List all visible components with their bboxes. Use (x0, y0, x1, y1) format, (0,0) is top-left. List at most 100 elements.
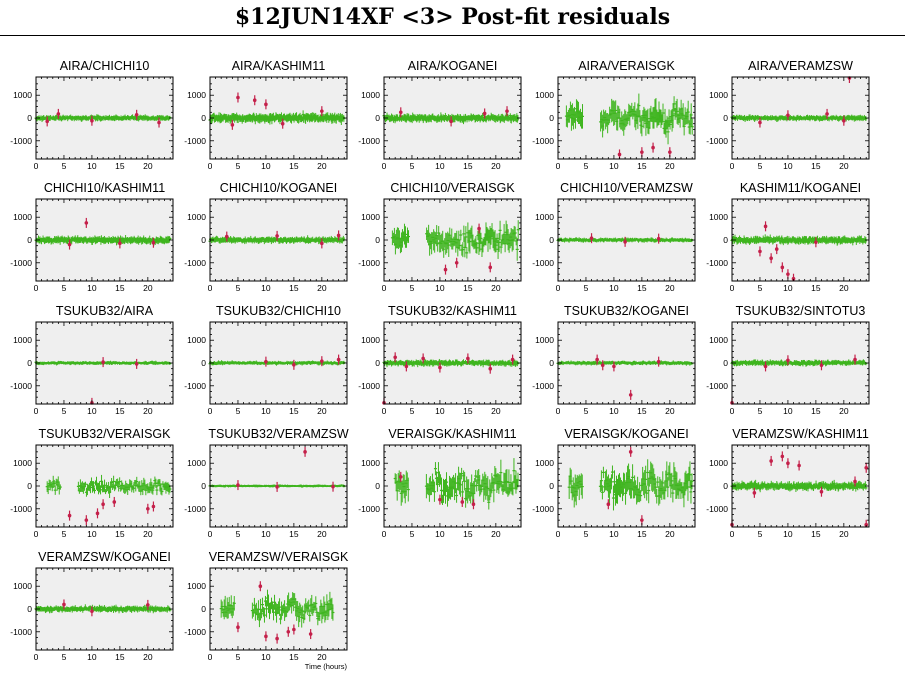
flagged-point (264, 102, 268, 107)
flagged-point (640, 150, 644, 154)
x-tick-label: 20 (317, 161, 327, 171)
flagged-point (118, 241, 122, 246)
y-tick-label: 1000 (13, 212, 32, 222)
x-tick-label: 10 (87, 283, 97, 293)
flagged-point (90, 118, 94, 123)
panel-title: AIRA/CHICHI10 (60, 59, 150, 73)
x-tick-label: 20 (491, 161, 501, 171)
flagged-point (825, 112, 829, 116)
baseline-panel: AIRA/VERAISGK 0 5 10 15 20 1000 0 -1000 (532, 59, 696, 171)
flagged-point (758, 120, 762, 125)
panel-title: CHICHI10/KOGANEI (220, 181, 337, 195)
flagged-point (617, 152, 622, 157)
residual-points (34, 114, 172, 123)
y-tick-label: -1000 (532, 136, 554, 146)
flagged-point (668, 150, 672, 154)
x-tick-label: 0 (208, 161, 213, 171)
flagged-point (275, 234, 279, 238)
x-tick-label: 5 (584, 161, 589, 171)
x-tick-label: 10 (783, 161, 793, 171)
x-tick-label: 20 (317, 283, 327, 293)
x-tick-label: 5 (236, 283, 241, 293)
y-tick-label: -1000 (10, 258, 32, 268)
x-tick-label: 0 (208, 283, 213, 293)
flagged-point (842, 118, 846, 123)
flagged-point (651, 145, 655, 150)
baseline-panel: AIRA/VERAMZSW 0 5 10 15 20 1000 0 -1000 (706, 59, 870, 171)
flagged-point (488, 265, 493, 270)
flagged-point (454, 260, 459, 265)
flagged-point (336, 233, 341, 238)
y-tick-label: 1000 (361, 212, 380, 222)
x-tick-label: 5 (62, 161, 67, 171)
flagged-point (320, 109, 324, 113)
flagged-point (656, 236, 661, 241)
y-tick-label: 0 (375, 235, 380, 245)
y-tick-label: 1000 (709, 90, 728, 100)
x-tick-label: 20 (839, 161, 849, 171)
flagged-point (252, 98, 257, 103)
y-tick-label: 0 (201, 235, 206, 245)
flagged-point (589, 236, 594, 240)
panel-title: AIRA/KOGANEI (408, 59, 498, 73)
y-tick-label: 0 (375, 113, 380, 123)
y-tick-label: 1000 (361, 90, 380, 100)
x-tick-label: 0 (556, 161, 561, 171)
x-tick-label: 10 (261, 283, 271, 293)
x-tick-label: 10 (261, 161, 271, 171)
flagged-point (151, 240, 156, 245)
flagged-point (443, 267, 448, 272)
panel-title: AIRA/VERAISGK (578, 59, 675, 73)
residual-points (208, 235, 346, 245)
x-tick-label: 15 (289, 283, 299, 293)
y-tick-label: 0 (201, 113, 206, 123)
y-tick-label: -1000 (358, 136, 380, 146)
x-tick-label: 20 (143, 161, 153, 171)
flagged-point (157, 120, 161, 125)
y-tick-label: 0 (27, 113, 32, 123)
baseline-panel: CHICHI10/KASHIM11 0 5 10 15 20 1000 0 -1000 (10, 181, 174, 293)
x-tick-label: 20 (665, 161, 675, 171)
x-tick-label: 20 (491, 283, 501, 293)
x-tick-label: 0 (34, 161, 39, 171)
x-tick-label: 0 (382, 161, 387, 171)
x-tick-label: 5 (62, 283, 67, 293)
residual-points (34, 235, 172, 246)
y-tick-label: -1000 (184, 136, 206, 146)
residual-points (390, 220, 520, 261)
flagged-point (84, 221, 89, 225)
page-title: $12JUN14XF <3> Post-fit residuals (0, 4, 905, 30)
panel-title: CHICHI10/KASHIM11 (44, 181, 165, 195)
y-tick-label: 1000 (187, 212, 206, 222)
x-tick-label: 5 (410, 283, 415, 293)
y-tick-label: -1000 (706, 136, 728, 146)
flagged-point (320, 241, 324, 246)
x-tick-label: 10 (87, 161, 97, 171)
x-tick-label: 10 (435, 161, 445, 171)
x-tick-label: 10 (435, 283, 445, 293)
flagged-point (230, 123, 235, 127)
flagged-point (449, 119, 453, 124)
x-tick-label: 0 (382, 283, 387, 293)
y-tick-label: 1000 (535, 90, 554, 100)
x-tick-label: 20 (143, 283, 153, 293)
flagged-point (236, 95, 240, 100)
y-tick-label: 0 (723, 113, 728, 123)
baseline-panel: CHICHI10/VERAISGK 0 5 10 15 20 1000 0 -1000 (358, 181, 522, 293)
baseline-panel: AIRA/CHICHI10 0 5 10 15 20 1000 0 -1000 (10, 59, 174, 171)
flagged-point (280, 121, 285, 126)
y-tick-label: 0 (549, 113, 554, 123)
x-tick-label: 10 (609, 161, 619, 171)
x-tick-label: 15 (463, 161, 473, 171)
residual-points (564, 93, 694, 145)
y-tick-label: 1000 (187, 90, 206, 100)
flagged-point (477, 226, 481, 231)
title-divider (0, 35, 905, 36)
flagged-point (56, 112, 61, 116)
x-tick-label: 15 (811, 161, 821, 171)
x-tick-label: 15 (637, 161, 647, 171)
flagged-point (398, 110, 403, 115)
x-tick-label: 15 (115, 161, 125, 171)
